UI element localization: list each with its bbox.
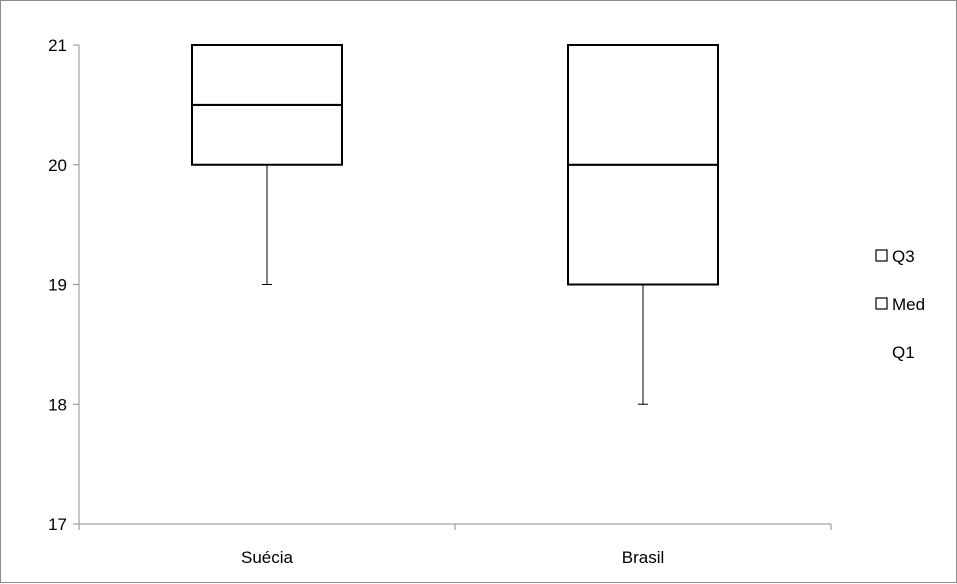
legend-label-q1: Q1 <box>892 343 915 362</box>
chart-legend: Q3 Med Q1 <box>876 247 925 362</box>
y-tick-label: 19 <box>48 276 67 295</box>
y-tick-label: 21 <box>48 36 67 55</box>
legend-label-med: Med <box>892 295 925 314</box>
chart-marks: 17 18 19 20 21 Suécia Brasil <box>48 36 831 567</box>
box-lower-suecia <box>192 105 342 165</box>
category-label-brasil: Brasil <box>622 548 665 567</box>
y-tick-label: 18 <box>48 395 67 414</box>
box-lower-brasil <box>568 165 718 285</box>
box-upper-brasil <box>568 45 718 165</box>
y-tick-label: 17 <box>48 515 67 534</box>
category-label-suecia: Suécia <box>241 548 294 567</box>
y-tick-label: 20 <box>48 156 67 175</box>
box-upper-suecia <box>192 45 342 105</box>
legend-label-q3: Q3 <box>892 247 915 266</box>
legend-swatch-med <box>876 298 887 309</box>
legend-swatch-q3 <box>876 250 887 261</box>
